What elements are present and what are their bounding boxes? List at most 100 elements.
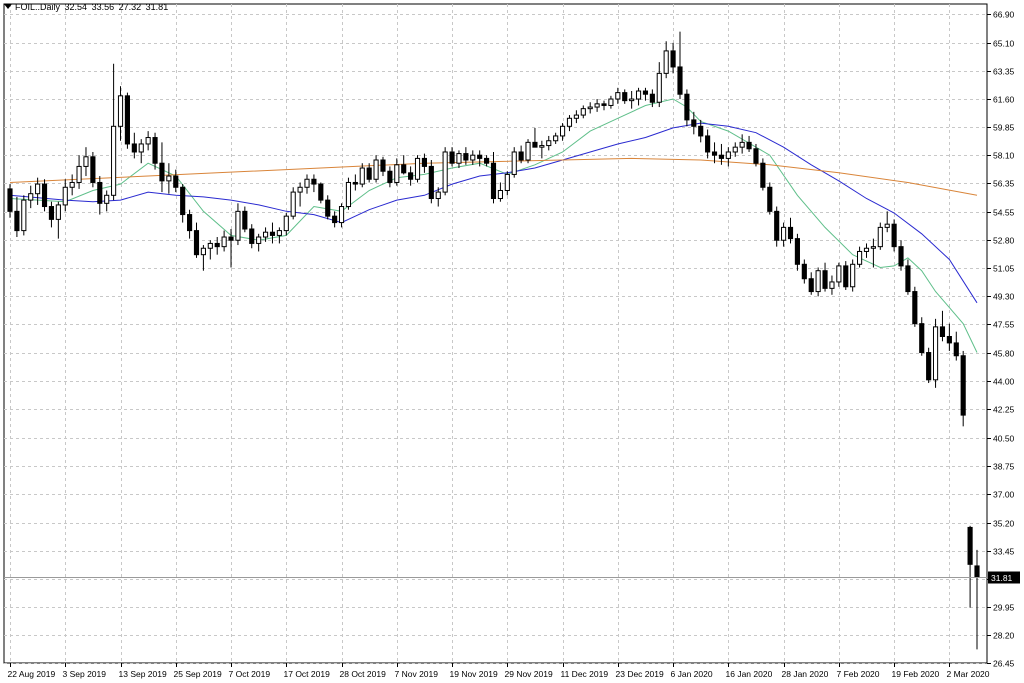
candle-body: [193, 230, 200, 256]
candle-body: [325, 199, 331, 217]
candle-body: [166, 175, 172, 182]
candle-body: [870, 246, 876, 249]
high-value: 33.56: [91, 2, 115, 12]
candle-body: [173, 175, 179, 188]
candle-body: [338, 206, 345, 224]
candle-body: [559, 125, 566, 137]
candle-body: [152, 137, 158, 164]
candle-body: [352, 181, 358, 185]
candle-body: [974, 565, 980, 578]
candle-body: [497, 189, 503, 200]
candle-body: [228, 236, 234, 241]
candle-body: [14, 210, 20, 232]
y-tick-label: 28.20: [993, 631, 1015, 641]
candle-body: [801, 263, 807, 280]
candle-body: [159, 162, 165, 182]
candle-body: [594, 103, 600, 108]
candle-body: [21, 199, 27, 232]
candle-body: [7, 188, 13, 212]
candle-body: [394, 164, 400, 183]
y-tick-label: 54.55: [993, 208, 1015, 218]
candle-body: [615, 92, 621, 100]
candle-body: [511, 151, 517, 175]
y-tick-label: 37.00: [993, 490, 1015, 500]
candle-body: [684, 93, 690, 121]
x-tick-label: 6 Jan 2020: [671, 669, 713, 679]
candle-body: [221, 236, 227, 248]
candle-body: [850, 263, 856, 288]
candle-body: [635, 90, 642, 100]
candle-body: [822, 270, 828, 289]
candle-body: [912, 291, 918, 325]
candle-body: [629, 98, 635, 102]
candle-body: [504, 173, 510, 191]
candle-body: [435, 191, 441, 200]
candle-body: [297, 186, 303, 193]
candle-body: [117, 95, 124, 127]
y-tick-label: 35.20: [993, 519, 1015, 529]
candle-body: [642, 90, 649, 95]
candle-body: [104, 194, 110, 204]
candle-body: [408, 172, 414, 180]
candle-body: [428, 165, 434, 200]
candle-body: [843, 265, 849, 288]
x-tick-label: 17 Oct 2019: [284, 669, 331, 679]
x-tick-label: 7 Feb 2020: [837, 669, 880, 679]
symbol-label: FOIL..Daily: [15, 2, 61, 12]
candle-body: [401, 164, 407, 174]
x-tick-label: 23 Dec 2019: [616, 669, 664, 679]
candle-body: [622, 92, 628, 102]
dropdown-triangle-icon[interactable]: [4, 4, 12, 9]
y-tick-label: 61.60: [993, 95, 1015, 105]
candle-body: [421, 157, 428, 167]
candle-body: [97, 181, 103, 204]
candle-body: [808, 278, 814, 293]
candle-body: [794, 238, 800, 265]
x-tick-label: 16 Jan 2020: [726, 669, 773, 679]
y-tick-label: 51.05: [993, 264, 1015, 274]
candle-body: [580, 108, 586, 116]
x-tick-label: 3 Sep 2019: [63, 669, 107, 679]
candle-body: [760, 162, 766, 188]
x-tick-label: 25 Sep 2019: [174, 669, 222, 679]
x-tick-label: 7 Nov 2019: [395, 669, 439, 679]
chart-header: FOIL..Daily 32.54 33.56 27.32 31.81: [4, 2, 170, 12]
candle-body: [470, 154, 476, 161]
candle-body: [656, 72, 662, 103]
candle-body: [649, 93, 655, 103]
y-tick-label: 26.45: [993, 659, 1015, 669]
candle-body: [311, 178, 317, 185]
candle-body: [518, 151, 524, 161]
plot-frame: [3, 3, 988, 664]
candle-body: [905, 265, 911, 293]
x-tick-label: 11 Dec 2019: [561, 669, 609, 679]
candle-body: [829, 281, 835, 289]
candle-body: [90, 156, 96, 183]
candle-body: [387, 170, 393, 183]
candle-body: [442, 151, 448, 193]
candle-body: [787, 226, 794, 240]
candle-body: [857, 250, 863, 265]
open-value: 32.54: [64, 2, 88, 12]
candle-body: [691, 119, 697, 127]
candle-body: [463, 153, 469, 161]
candle-body: [359, 167, 365, 185]
candle-body: [111, 125, 117, 196]
y-tick-label: 45.80: [993, 349, 1015, 359]
candle-body: [587, 106, 593, 110]
moving-average-line: [9, 98, 978, 353]
current-price-label: 31.81: [991, 573, 1013, 583]
candle-body: [283, 215, 289, 232]
candle-body: [891, 223, 897, 248]
candle-body: [608, 98, 614, 106]
candle-body: [200, 247, 206, 256]
candle-body: [304, 178, 310, 188]
y-tick-label: 40.50: [993, 434, 1015, 444]
candle-body: [262, 231, 269, 238]
candle-body: [48, 206, 55, 220]
y-tick-label: 66.90: [993, 10, 1015, 20]
candle-body: [539, 145, 545, 148]
candle-body: [318, 183, 324, 201]
